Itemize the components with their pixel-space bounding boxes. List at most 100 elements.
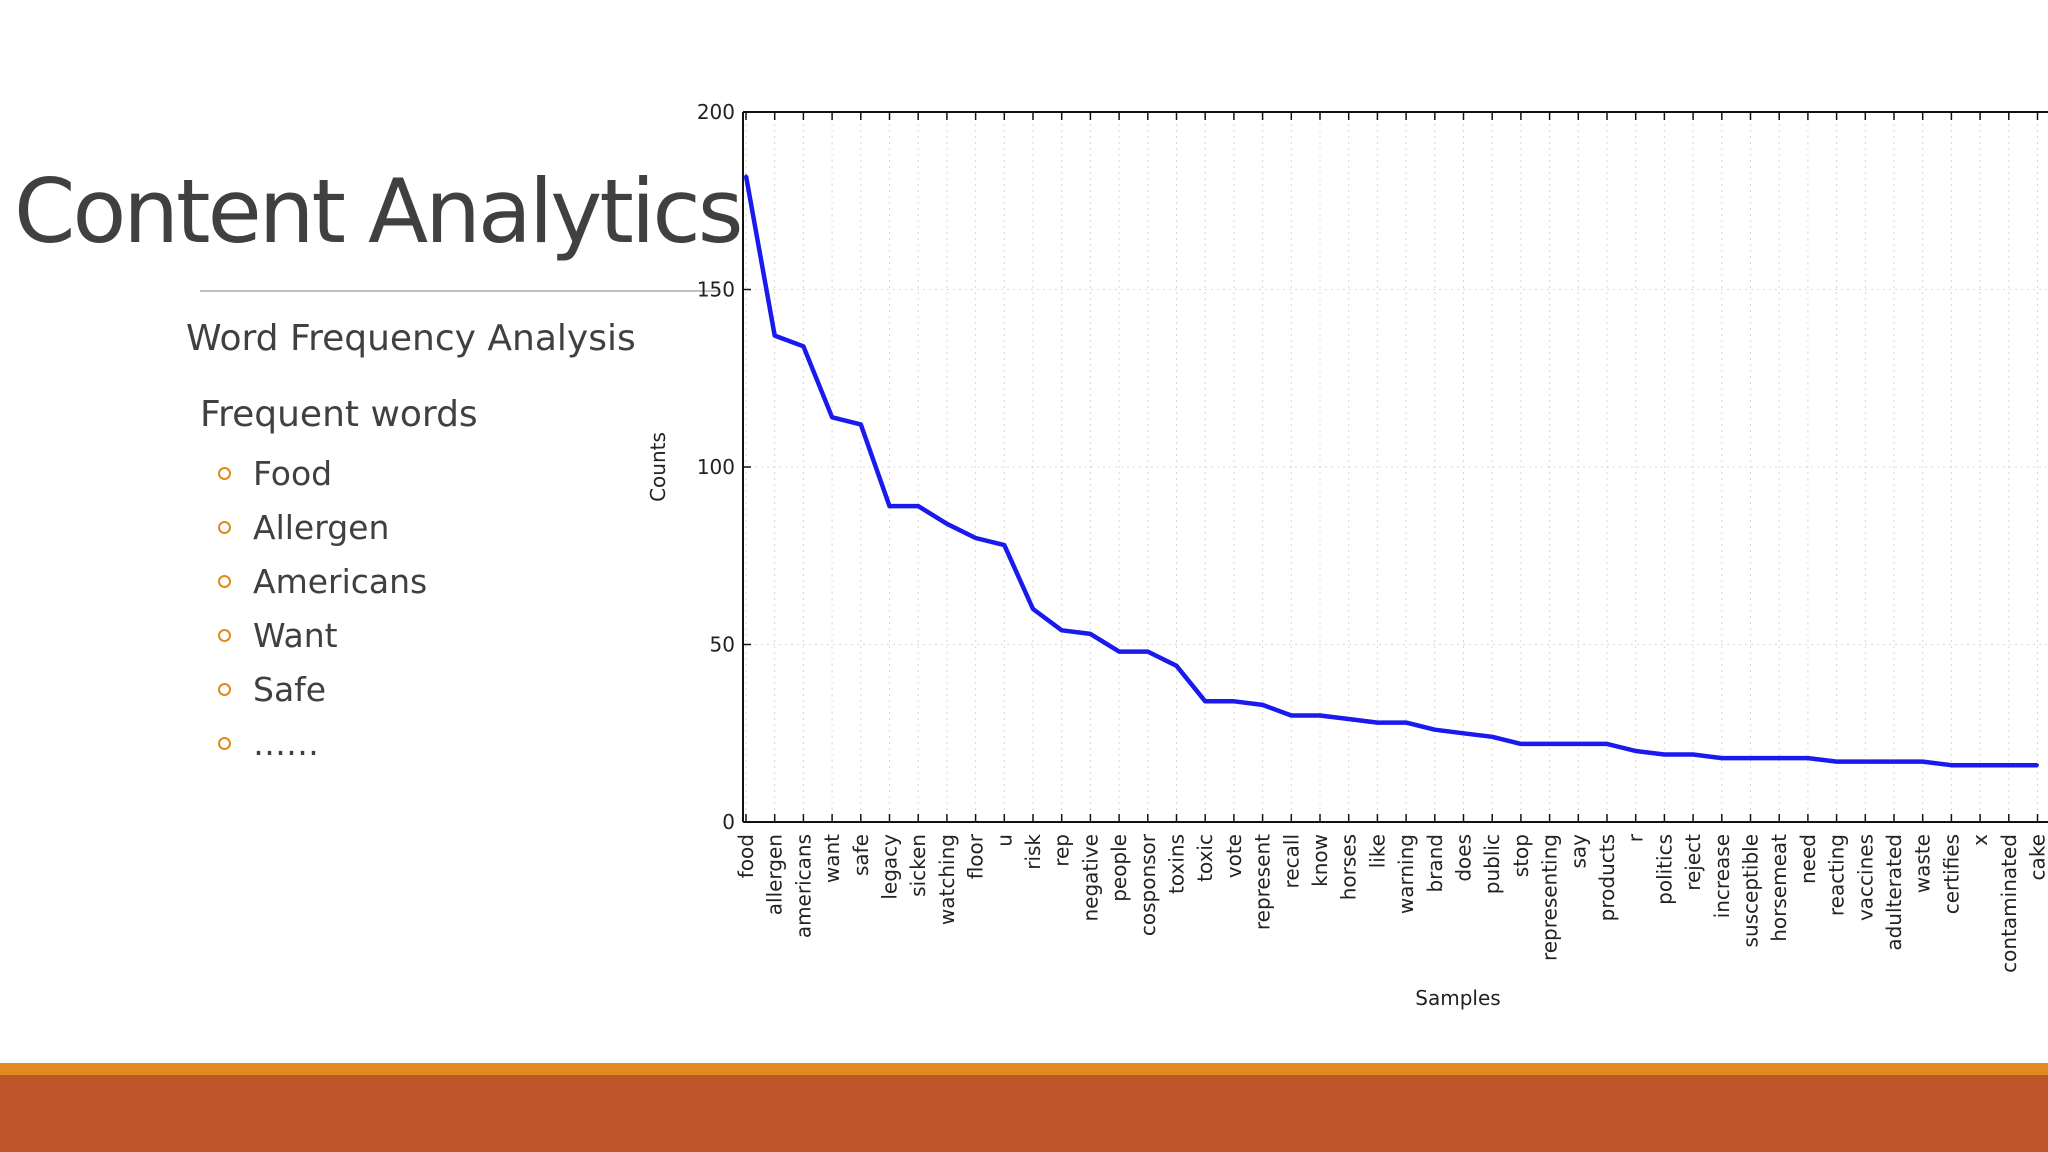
data-point — [1060, 628, 1064, 632]
data-point — [1462, 731, 1465, 735]
data-point — [1289, 714, 1293, 717]
data-point — [1261, 703, 1265, 707]
footer-bar — [0, 1075, 2048, 1152]
data-point — [916, 504, 920, 508]
bullet-item: Food — [218, 446, 427, 500]
x-tick-label: americans — [791, 834, 815, 938]
bullet-item: Americans — [218, 554, 427, 608]
x-tick-label: cake — [2026, 834, 2048, 880]
data-point — [1548, 742, 1552, 746]
x-tick-label: horses — [1337, 834, 1361, 900]
x-tick-label: say — [1566, 834, 1590, 869]
data-point — [1433, 728, 1437, 732]
data-point — [1519, 742, 1523, 746]
data-point — [1002, 543, 1006, 547]
bullet-circle-icon — [218, 736, 231, 750]
x-tick-label: toxins — [1165, 834, 1189, 894]
x-tick-label: susceptible — [1739, 834, 1763, 947]
data-point — [1863, 760, 1867, 764]
data-point — [2007, 763, 2011, 767]
y-tick-label: 50 — [710, 633, 735, 657]
data-point — [1634, 749, 1638, 753]
data-point — [1978, 763, 1982, 767]
x-tick-label: reacting — [1825, 834, 1849, 916]
footer-accent-bar — [0, 1063, 2048, 1075]
x-tick-label: contaminated — [1997, 834, 2021, 973]
bullet-text: Americans — [253, 561, 428, 601]
x-tick-label: certifies — [1939, 834, 1963, 914]
x-tick-label: food — [734, 834, 758, 878]
data-point — [1662, 753, 1666, 757]
x-tick-label: cosponsor — [1136, 833, 1160, 936]
data-point — [1347, 717, 1351, 721]
x-tick-label: products — [1595, 834, 1619, 921]
x-tick-label: represent — [1251, 834, 1275, 930]
y-tick-label: 0 — [722, 810, 735, 834]
title-divider — [200, 290, 720, 292]
data-point — [1749, 756, 1752, 760]
x-tick-label: x — [1968, 834, 1992, 846]
data-point — [1892, 760, 1896, 764]
x-tick-label: horsemeat — [1767, 834, 1791, 942]
bullet-item: Want — [218, 608, 427, 662]
section-heading: Frequent words — [200, 394, 478, 435]
bullet-circle-icon — [218, 682, 231, 696]
x-tick-label: politics — [1652, 834, 1676, 905]
x-tick-label: r — [1624, 833, 1648, 842]
x-tick-label: reject — [1681, 834, 1705, 891]
y-tick-label: 100 — [697, 455, 735, 479]
data-point — [1605, 742, 1609, 746]
data-point — [1232, 699, 1236, 703]
x-tick-label: allergen — [763, 834, 787, 915]
bullet-circle-icon — [218, 574, 231, 588]
data-point — [1720, 756, 1724, 760]
x-tick-label: recall — [1279, 834, 1303, 888]
bullet-circle-icon — [218, 466, 231, 480]
data-point — [1088, 632, 1092, 636]
data-point — [1949, 763, 1953, 767]
data-point — [1175, 664, 1178, 668]
x-tick-label: people — [1107, 834, 1131, 902]
x-tick-label: warning — [1394, 834, 1418, 914]
bullet-item: …… — [218, 716, 427, 770]
plot-area — [743, 112, 2048, 822]
x-tick-label: toxic — [1193, 834, 1217, 882]
data-point — [1777, 756, 1781, 760]
data-point — [801, 344, 805, 348]
slide-title: Content Analytics — [14, 160, 744, 263]
data-point — [1375, 721, 1379, 725]
x-tick-label: like — [1365, 834, 1389, 868]
series-line — [743, 175, 2038, 768]
data-point — [1117, 650, 1121, 654]
bullet-item: Safe — [218, 662, 427, 716]
x-tick-label: risk — [1021, 834, 1045, 870]
x-tick-label: sicken — [906, 834, 930, 897]
x-tick-label: representing — [1538, 834, 1562, 961]
data-point — [1576, 742, 1580, 746]
x-tick-label: watching — [935, 834, 959, 925]
bullet-text: Food — [253, 453, 333, 493]
slide-subtitle: Word Frequency Analysis — [186, 318, 636, 359]
data-point — [744, 174, 748, 178]
bullet-list: Food Allergen Americans Want Safe …… — [218, 446, 427, 770]
x-tick-label: vote — [1222, 834, 1246, 878]
x-tick-label: vaccines — [1853, 834, 1877, 921]
data-point — [1921, 760, 1925, 764]
data-point — [1318, 714, 1322, 717]
x-tick-label: stop — [1509, 834, 1533, 877]
data-point — [1490, 735, 1494, 739]
data-point — [1031, 607, 1035, 611]
bullet-text: Want — [253, 615, 338, 655]
x-tick-label: know — [1308, 834, 1332, 887]
data-point — [773, 334, 777, 338]
x-tick-label: waste — [1911, 834, 1935, 893]
bullet-text: …… — [253, 723, 319, 763]
x-tick-label: public — [1480, 834, 1504, 894]
y-tick-label: 150 — [697, 278, 735, 302]
x-tick-label: u — [992, 834, 1016, 847]
x-tick-label: want — [820, 834, 844, 883]
y-axis-title: Counts — [646, 432, 670, 502]
x-tick-label: safe — [849, 834, 873, 876]
data-point — [945, 522, 949, 526]
